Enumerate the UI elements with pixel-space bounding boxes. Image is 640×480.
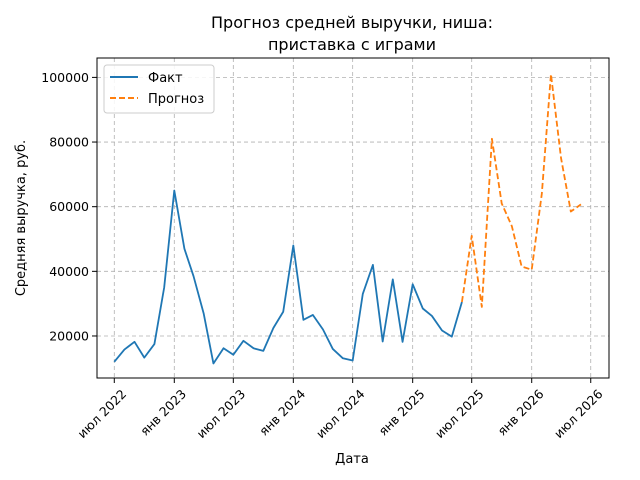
x-tick-label: июл 2025 bbox=[432, 386, 487, 441]
series-layer bbox=[113, 73, 582, 365]
y-tick-label: 40000 bbox=[49, 264, 89, 279]
legend-fact-label: Факт bbox=[148, 71, 183, 86]
series-line-forecast bbox=[461, 73, 582, 308]
y-axis-label: Средняя выручка, руб. bbox=[14, 140, 29, 296]
legend-forecast-label: Прогноз bbox=[148, 92, 204, 107]
y-tick-label: 20000 bbox=[49, 328, 89, 343]
x-axis-label: Дата bbox=[335, 452, 369, 467]
x-tick-label: июл 2026 bbox=[551, 386, 606, 441]
x-axis: июл 2022 янв 2023 июл 2023 янв 2024 июл 2024… bbox=[74, 378, 606, 441]
series-line-fact bbox=[113, 189, 463, 365]
x-tick-label: июл 2023 bbox=[193, 386, 248, 441]
x-tick-label: янв 2023 bbox=[137, 386, 189, 438]
x-tick-label: июл 2024 bbox=[313, 386, 368, 441]
grid-lines bbox=[97, 58, 609, 378]
x-tick-label: янв 2025 bbox=[375, 386, 427, 438]
legend: Факт Прогноз bbox=[103, 64, 215, 114]
y-tick-label: 100000 bbox=[41, 70, 89, 85]
y-axis: 20000 40000 60000 80000 100000 bbox=[41, 70, 97, 343]
y-tick-label: 80000 bbox=[49, 135, 89, 150]
x-tick-label: янв 2024 bbox=[256, 386, 308, 438]
chart-title-line-1: Прогноз средней выручки, ниша: bbox=[211, 13, 493, 32]
chart-title-line-2: приставка с играми bbox=[268, 35, 436, 54]
y-tick-label: 60000 bbox=[49, 199, 89, 214]
x-tick-label: июл 2022 bbox=[74, 386, 129, 441]
x-tick-label: янв 2026 bbox=[494, 386, 546, 438]
